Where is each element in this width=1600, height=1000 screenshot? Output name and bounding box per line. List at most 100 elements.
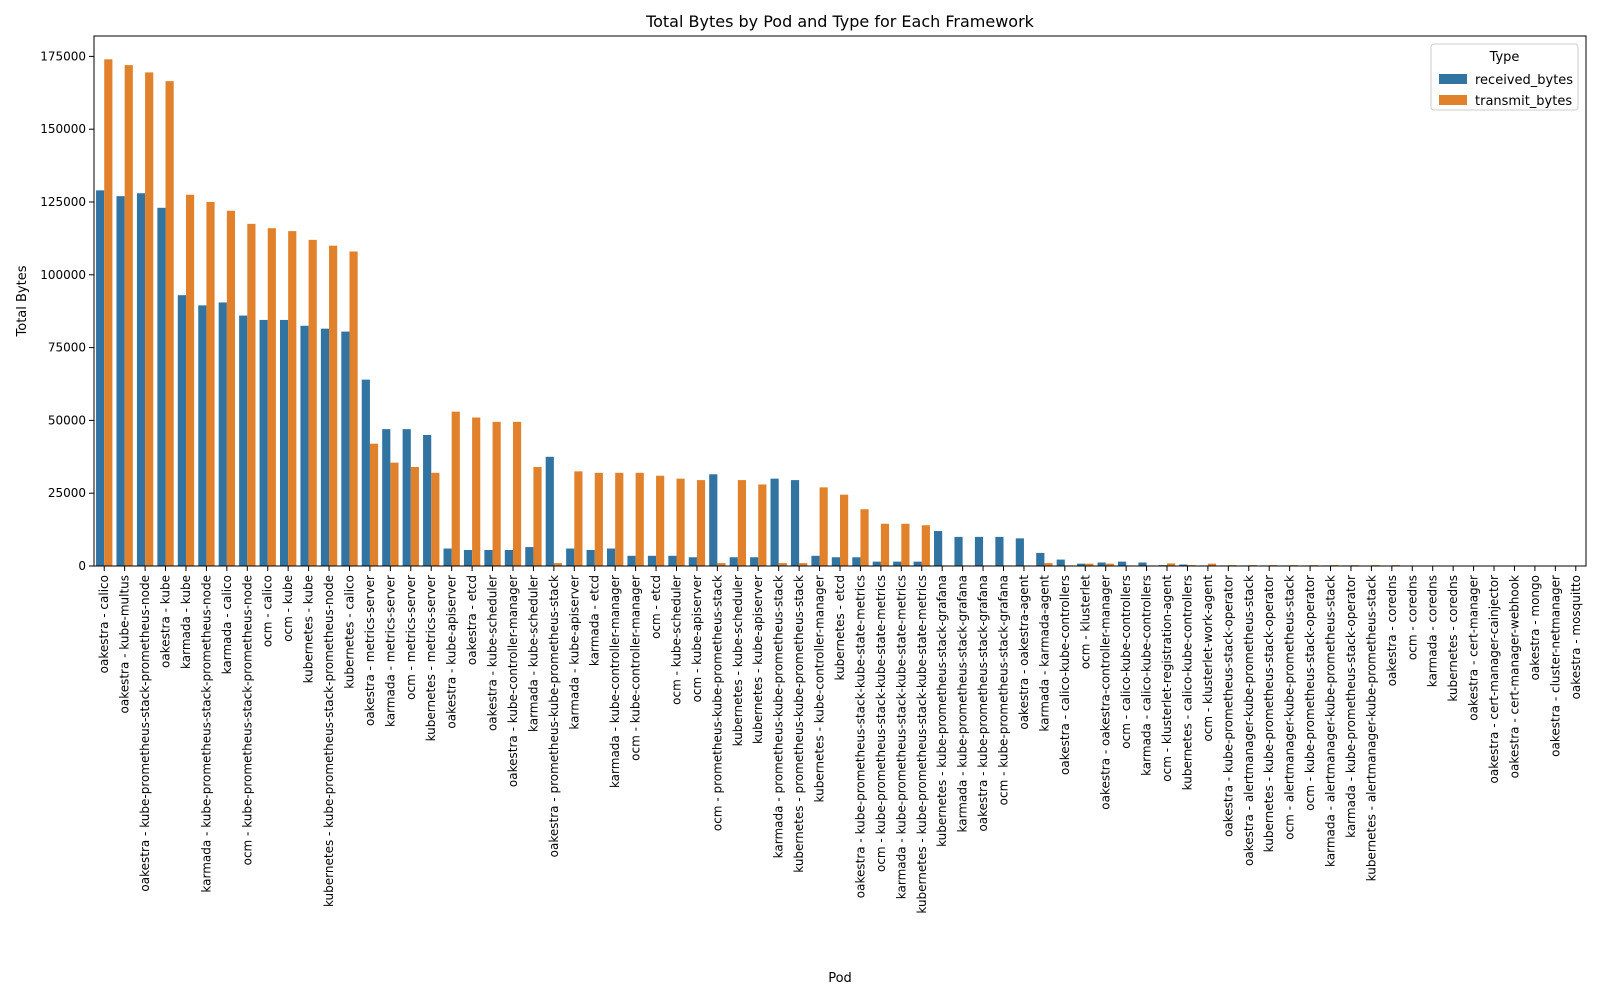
bar-transmit_bytes-16 (431, 472, 440, 566)
x-tick-label-5: karmada - kube-prometheus-stack-promethe… (199, 575, 213, 893)
bar-received_bytes-4 (177, 295, 186, 566)
x-tick-label-43: oakestra - kube-prometheus-stack-grafana (976, 575, 990, 832)
y-tick-label-0: 0 (78, 559, 86, 573)
bar-received_bytes-18 (463, 549, 473, 566)
y-tick-label-5: 125000 (40, 195, 86, 209)
x-tick-label-36: kubernetes - etcd (833, 575, 847, 681)
bar-transmit_bytes-12 (349, 251, 358, 567)
bar-transmit_bytes-0 (104, 59, 113, 567)
x-tick-label-31: kubernetes - kube-scheduler (731, 575, 745, 746)
x-tick-label-70: oakestra - mongo (1528, 575, 1542, 680)
legend-label-transmit_bytes: transmit_bytes (1475, 94, 1572, 109)
x-tick-label-29: ocm - kube-apiserver (690, 575, 704, 702)
bar-received_bytes-47 (1056, 559, 1065, 566)
bar-received_bytes-0 (96, 190, 105, 566)
x-tick-label-67: oakestra - cert-manager (1467, 575, 1481, 721)
bar-received_bytes-15 (402, 429, 411, 566)
x-tick-label-55: oakestra - kube-prometheus-stack-operato… (1221, 575, 1235, 837)
x-tick-label-22: oakestra - prometheus-kube-prometheus-st… (547, 575, 561, 857)
legend-items: received_bytes transmit_bytes (1439, 73, 1573, 109)
bar-received_bytes-12 (341, 331, 350, 566)
bar-transmit_bytes-10 (308, 239, 317, 566)
bar-received_bytes-40 (913, 561, 922, 566)
bar-received_bytes-24 (586, 549, 595, 566)
x-tick-label-38: ocm - kube-prometheus-stack-kube-state-m… (874, 575, 888, 872)
bar-received_bytes-22 (545, 456, 554, 566)
bar-transmit_bytes-13 (369, 443, 379, 566)
x-tick-label-39: karmada - kube-prometheus-stack-kube-sta… (894, 575, 908, 899)
bar-received_bytes-50 (1117, 561, 1127, 566)
x-tick-label-13: oakestra - metrics-server (363, 575, 377, 726)
bar-transmit_bytes-35 (819, 487, 828, 566)
x-tick-label-11: kubernetes - kube-prometheus-stack-prome… (322, 575, 336, 907)
legend-swatch-transmit_bytes (1439, 95, 1467, 105)
x-tick-label-59: ocm - kube-prometheus-stack-operator (1303, 575, 1317, 811)
x-tick-label-54: ocm - klusterlet-work-agent (1201, 575, 1215, 742)
x-tick-label-15: ocm - metrics-server (404, 575, 418, 700)
bar-transmit_bytes-46 (1044, 563, 1053, 566)
bar-received_bytes-2 (136, 193, 146, 566)
bar-received_bytes-1 (116, 196, 125, 566)
bar-received_bytes-44 (995, 536, 1004, 566)
bar-transmit_bytes-23 (574, 471, 583, 566)
bar-transmit_bytes-26 (635, 472, 644, 566)
bar-received_bytes-26 (627, 555, 636, 566)
x-tick-label-42: karmada - kube-prometheus-stack-grafana (956, 575, 970, 833)
x-tick-label-35: kubernetes - kube-controller-manager (813, 575, 827, 803)
x-tick-label-34: kubernetes - prometheus-kube-prometheus-… (792, 575, 806, 873)
bar-received_bytes-20 (504, 549, 513, 566)
bar-transmit_bytes-28 (676, 478, 685, 566)
bar-received_bytes-53 (1179, 564, 1188, 566)
x-tick-label-40: kubernetes - kube-prometheus-stack-kube-… (915, 575, 929, 914)
bar-transmit_bytes-30 (717, 563, 726, 566)
x-tick-label-37: oakestra - kube-prometheus-stack-kube-st… (853, 575, 867, 898)
bar-received_bytes-16 (423, 434, 432, 566)
x-tick-label-3: oakestra - kube (159, 575, 173, 668)
x-tick-label-25: karmada - kube-controller-manager (608, 575, 622, 788)
bar-received_bytes-45 (1015, 538, 1024, 566)
x-tick-label-52: ocm - klusterlet-registration-agent (1160, 575, 1174, 782)
bar-received_bytes-27 (647, 555, 657, 566)
bar-received_bytes-31 (729, 557, 738, 566)
bar-received_bytes-46 (1036, 552, 1045, 566)
x-tick-label-14: karmada - metrics-server (383, 575, 397, 727)
x-tick-label-44: ocm - kube-prometheus-stack-grafana (997, 575, 1011, 805)
x-tick-label-32: kubernetes - kube-apiserver (751, 575, 765, 744)
bar-received_bytes-32 (750, 557, 759, 566)
y-tick-label-4: 100000 (40, 268, 86, 282)
x-axis: oakestra - calico oakestra - kube-multus o… (97, 566, 1583, 914)
bar-received_bytes-49 (1097, 562, 1106, 566)
x-tick-label-9: ocm - kube (281, 575, 295, 642)
x-tick-label-4: karmada - kube (179, 575, 193, 669)
x-tick-label-58: ocm - alertmanager-kube-prometheus-stack (1283, 575, 1297, 840)
bar-transmit_bytes-8 (267, 228, 276, 566)
x-tick-label-24: karmada - etcd (588, 575, 602, 666)
y-axis: 0 25000 50000 75000 100000 125000 150000 175000 (40, 49, 94, 573)
x-tick-label-45: oakestra - oakestra-agent (1017, 575, 1031, 730)
bar-transmit_bytes-18 (472, 417, 481, 566)
bar-transmit_bytes-2 (145, 72, 154, 567)
bar-transmit_bytes-40 (921, 525, 930, 566)
x-tick-label-19: oakestra - kube-scheduler (486, 575, 500, 731)
x-tick-label-8: ocm - calico (261, 575, 275, 647)
bar-received_bytes-29 (688, 557, 697, 566)
bar-received_bytes-28 (668, 555, 677, 566)
bar-transmit_bytes-22 (553, 563, 563, 566)
bar-received_bytes-10 (300, 325, 309, 566)
bar-received_bytes-8 (259, 319, 268, 566)
bar-transmit_bytes-38 (880, 523, 890, 566)
x-tick-label-30: ocm - prometheus-kube-prometheus-stack (710, 575, 724, 831)
bar-received_bytes-5 (198, 305, 207, 566)
bar-received_bytes-37 (852, 557, 861, 566)
x-tick-label-63: oakestra - coredns (1385, 575, 1399, 686)
bar-transmit_bytes-4 (185, 194, 195, 566)
chart-title: Total Bytes by Pod and Type for Each Fra… (645, 12, 1035, 31)
bar-received_bytes-14 (382, 429, 391, 566)
legend: Type received_bytes transmit_bytes (1430, 43, 1579, 111)
bar-transmit_bytes-37 (860, 509, 869, 566)
bar-transmit_bytes-21 (533, 466, 542, 566)
y-tick-label-1: 25000 (48, 486, 86, 500)
x-tick-label-62: kubernetes - alertmanager-kube-prometheu… (1364, 575, 1378, 881)
x-tick-label-71: oakestra - cluster-netmanager (1548, 575, 1562, 757)
x-tick-label-6: karmada - calico (220, 575, 234, 674)
